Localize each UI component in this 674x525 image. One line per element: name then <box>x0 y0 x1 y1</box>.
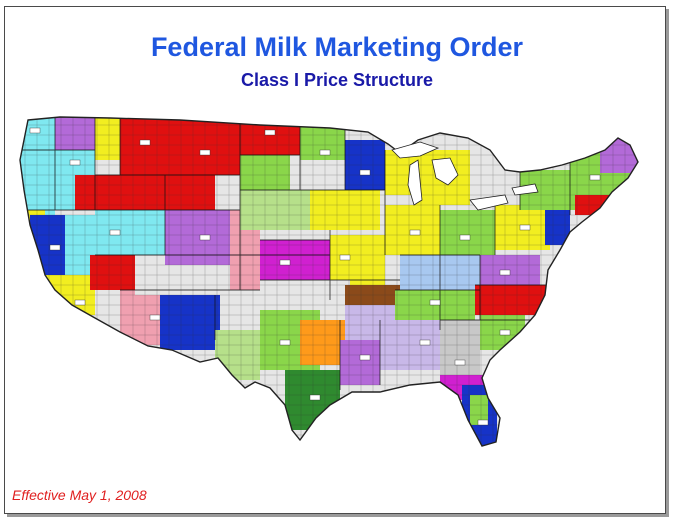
region-ia <box>310 190 380 230</box>
region-id-north <box>95 117 120 160</box>
region-la <box>340 340 380 385</box>
region-nc <box>475 285 550 315</box>
region-wy <box>165 175 215 210</box>
region-id-south <box>75 175 165 210</box>
region-in-oh <box>440 210 495 255</box>
effective-date: Effective May 1, 2008 <box>12 487 147 503</box>
region-mt <box>120 117 240 175</box>
us-outline <box>19 116 639 447</box>
region-nv-red <box>90 255 135 290</box>
page-title: Federal Milk Marketing Order <box>150 32 524 62</box>
region-wa-east <box>55 117 95 150</box>
great-lakes <box>391 141 539 211</box>
region-ks <box>260 240 330 280</box>
region-fl-green <box>470 395 488 425</box>
region-mo <box>330 235 385 285</box>
region-tx-east <box>300 320 345 365</box>
region-ga <box>440 320 480 375</box>
region-ne <box>240 190 310 230</box>
page-subtitle: Class I Price Structure <box>240 70 434 90</box>
region-az-blue <box>160 295 220 350</box>
region-ut <box>95 210 165 255</box>
